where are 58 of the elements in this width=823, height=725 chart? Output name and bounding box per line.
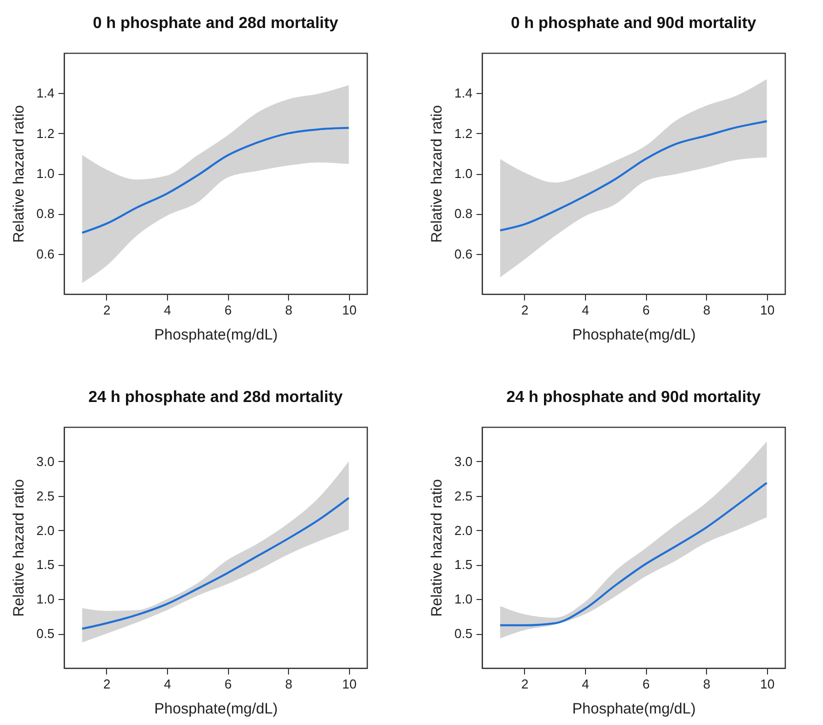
y-tick-label: 2.5: [454, 488, 472, 504]
y-tick-label: 0.8: [454, 206, 472, 222]
y-tick-label: 0.8: [36, 206, 54, 222]
x-tick-label: 6: [224, 676, 232, 692]
y-axis-title: Relative hazard ratio: [10, 479, 28, 617]
chart-title: 0 h phosphate and 28d mortality: [92, 15, 338, 32]
y-tick-label: 0.6: [36, 246, 54, 262]
x-tick-label: 8: [703, 676, 710, 692]
y-tick-label: 2.0: [36, 522, 54, 538]
line-series: [81, 126, 350, 234]
x-axis-title: Phosphate(mg/dL): [572, 700, 696, 718]
line-series: [81, 496, 350, 630]
y-axis-title: Relative hazard ratio: [10, 105, 28, 243]
y-axis-title: Relative hazard ratio: [428, 479, 446, 617]
x-axis-title: Phosphate(mg/dL): [154, 326, 278, 344]
x-tick-label: 8: [285, 676, 292, 692]
x-tick-label: 4: [164, 676, 172, 692]
y-tick-label: 1.0: [36, 166, 54, 181]
y-tick-label: 2.0: [454, 522, 472, 538]
y-tick-label: 1.5: [454, 557, 472, 572]
y-tick-label: 1.0: [36, 592, 54, 607]
y-tick-label: 2.5: [36, 488, 54, 504]
x-tick-label: 8: [285, 302, 292, 318]
chart-title: 24 h phosphate and 90d mortality: [506, 389, 761, 406]
y-tick-label: 0.6: [454, 246, 472, 262]
y-tick-label: 3.0: [36, 454, 54, 469]
x-axis-title: Phosphate(mg/dL): [572, 326, 696, 344]
y-tick-label: 1.4: [36, 86, 54, 101]
y-tick-label: 0.5: [36, 626, 54, 642]
y-tick-label: 3.0: [454, 454, 472, 469]
y-tick-label: 1.0: [454, 166, 472, 181]
x-tick-label: 6: [642, 302, 650, 318]
chart-title: 24 h phosphate and 28d mortality: [88, 389, 343, 406]
y-tick-label: 1.2: [36, 126, 54, 141]
y-tick-label: 1.4: [454, 86, 472, 101]
y-tick-label: 1.2: [454, 126, 472, 141]
x-tick-label: 2: [103, 302, 111, 318]
x-tick-label: 10: [760, 302, 775, 318]
chart-title: 0 h phosphate and 90d mortality: [510, 15, 756, 32]
x-tick-label: 2: [521, 302, 529, 318]
x-tick-label: 8: [703, 302, 710, 318]
x-tick-label: 10: [342, 302, 357, 318]
x-tick-label: 2: [521, 676, 529, 692]
y-tick-label: 0.5: [454, 626, 472, 642]
x-tick-label: 10: [760, 676, 775, 692]
y-axis-title: Relative hazard ratio: [428, 105, 446, 243]
y-tick-label: 1.0: [454, 592, 472, 607]
line-series: [499, 482, 768, 626]
x-tick-label: 10: [342, 676, 357, 692]
x-tick-label: 6: [642, 676, 650, 692]
x-tick-label: 6: [224, 302, 232, 318]
x-tick-label: 4: [164, 302, 172, 318]
x-axis-title: Phosphate(mg/dL): [154, 700, 278, 718]
line-series: [499, 120, 768, 232]
x-tick-label: 2: [103, 676, 111, 692]
y-tick-label: 1.5: [36, 557, 54, 572]
x-tick-label: 4: [582, 676, 590, 692]
x-tick-label: 4: [582, 302, 590, 318]
